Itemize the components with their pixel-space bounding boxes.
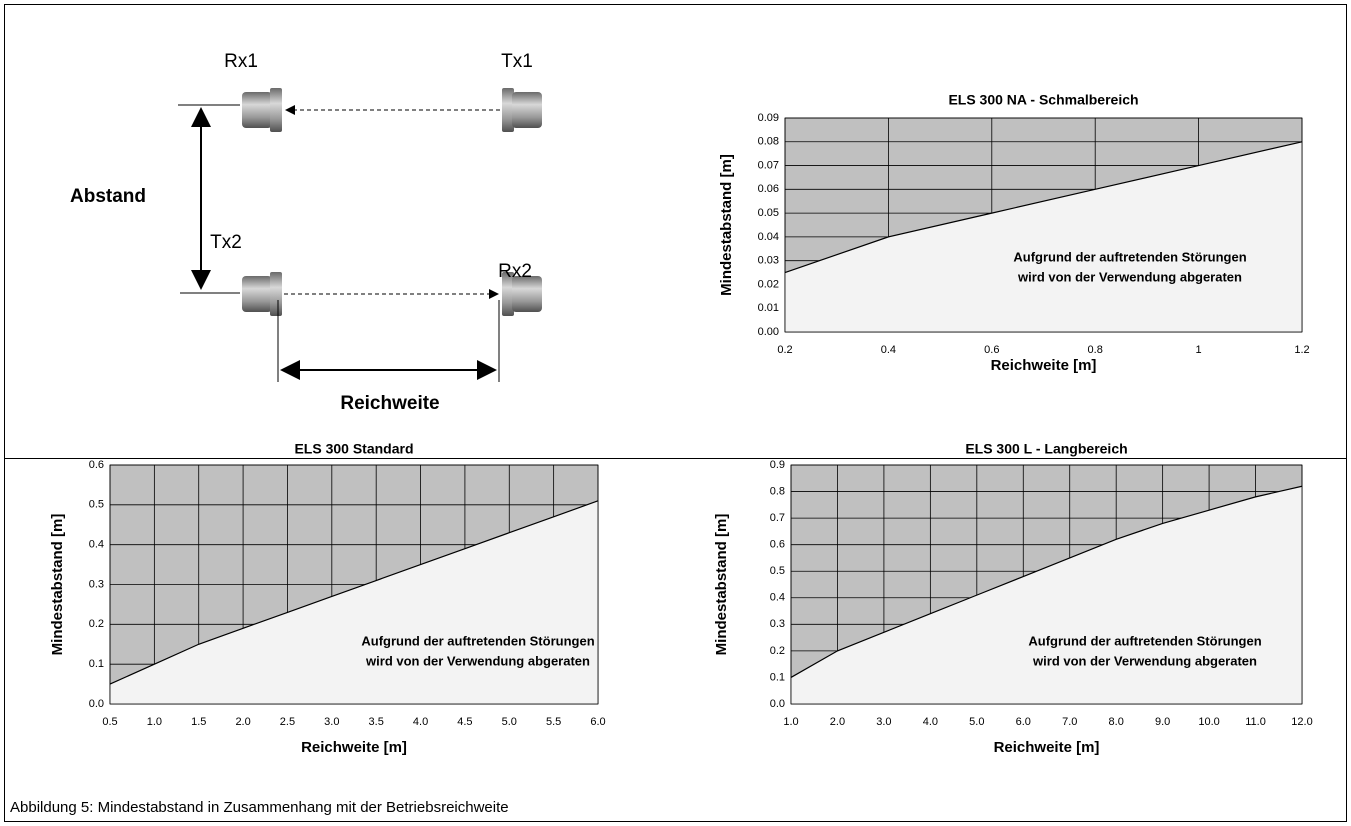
- x-tick-label: 4.0: [413, 716, 428, 728]
- x-tick-label: 12.0: [1291, 716, 1312, 728]
- y-tick-label: 0.01: [758, 302, 779, 314]
- annotation: Aufgrund der auftretenden Störungen: [1028, 633, 1261, 648]
- y-tick-label: 0.7: [770, 512, 785, 524]
- chart: 0.0 0.1 0.2 0.3 0.4 0.5 0.6 0.7 0.8 0.9 1.0 2.0 3.0 4…: [713, 441, 1313, 756]
- x-tick-label: 0.4: [881, 344, 896, 356]
- y-tick-label: 0.09: [758, 112, 779, 124]
- y-tick-label: 0.00: [758, 326, 779, 338]
- x-tick-label: 6.0: [590, 716, 605, 728]
- diagram: Rx1 Tx1 Tx2 Rx2 Abstand Reichweite: [70, 51, 542, 414]
- sensor: [270, 272, 282, 316]
- y-tick-label: 0.04: [758, 231, 779, 243]
- x-tick-label: 5.5: [546, 716, 561, 728]
- label: Tx2: [210, 232, 242, 253]
- label: Reichweite: [340, 393, 439, 414]
- chart-title: ELS 300 NA - Schmalbereich: [948, 92, 1138, 108]
- y-tick-label: 0.5: [770, 565, 785, 577]
- x-tick-label: 0.8: [1088, 344, 1103, 356]
- label: Rx2: [498, 261, 532, 282]
- y-tick-label: 0.9: [770, 459, 785, 471]
- x-tick-label: 5.0: [969, 716, 984, 728]
- x-tick-label: 4.0: [923, 716, 938, 728]
- y-tick-label: 0.08: [758, 136, 779, 148]
- annotation: wird von der Verwendung abgeraten: [1032, 653, 1257, 668]
- chart-title: ELS 300 L - Langbereich: [965, 441, 1127, 457]
- x-tick-label: 10.0: [1198, 716, 1219, 728]
- x-tick-label: 3.0: [324, 716, 339, 728]
- x-tick-label: 7.0: [1062, 716, 1077, 728]
- y-tick-label: 0.1: [770, 671, 785, 683]
- x-axis-label: Reichweite [m]: [991, 357, 1097, 374]
- sensor: [242, 92, 272, 128]
- figure: Rx1 Tx1 Tx2 Rx2 Abstand Reichweite Abbil…: [0, 0, 1351, 826]
- x-tick-label: 2.0: [235, 716, 250, 728]
- sensor: [270, 88, 282, 132]
- label: Abstand: [70, 186, 146, 207]
- x-tick-label: 8.0: [1109, 716, 1124, 728]
- y-tick-label: 0.0: [89, 698, 104, 710]
- y-tick-label: 0.06: [758, 183, 779, 195]
- x-tick-label: 9.0: [1155, 716, 1170, 728]
- x-tick-label: 1.0: [783, 716, 798, 728]
- y-tick-label: 0.3: [89, 578, 104, 590]
- x-tick-label: 1: [1196, 344, 1202, 356]
- x-tick-label: 2.5: [280, 716, 295, 728]
- y-tick-label: 0.02: [758, 278, 779, 290]
- x-tick-label: 3.5: [369, 716, 384, 728]
- y-tick-label: 0.4: [89, 539, 104, 551]
- sensor: [242, 276, 272, 312]
- chart-title: ELS 300 Standard: [294, 441, 413, 457]
- x-tick-label: 5.0: [502, 716, 517, 728]
- x-tick-label: 4.5: [457, 716, 472, 728]
- y-tick-label: 0.2: [89, 618, 104, 630]
- x-axis-label: Reichweite [m]: [994, 739, 1100, 756]
- x-tick-label: 0.6: [984, 344, 999, 356]
- x-tick-label: 0.2: [777, 344, 792, 356]
- y-tick-label: 0.3: [770, 618, 785, 630]
- y-tick-label: 0.03: [758, 255, 779, 267]
- y-tick-label: 0.05: [758, 207, 779, 219]
- x-tick-label: 3.0: [876, 716, 891, 728]
- x-tick-label: 1.0: [147, 716, 162, 728]
- y-tick-label: 0.4: [770, 592, 785, 604]
- y-axis-label: Mindestabstand [m]: [718, 154, 735, 296]
- sensor: [512, 92, 542, 128]
- annotation: Aufgrund der auftretenden Störungen: [1013, 249, 1246, 264]
- x-tick-label: 0.5: [102, 716, 117, 728]
- y-tick-label: 0.8: [770, 485, 785, 497]
- y-tick-label: 0.0: [770, 698, 785, 710]
- label: Rx1: [224, 51, 258, 72]
- y-tick-label: 0.6: [770, 539, 785, 551]
- y-tick-label: 0.07: [758, 159, 779, 171]
- x-tick-label: 1.2: [1294, 344, 1309, 356]
- y-tick-label: 0.2: [770, 645, 785, 657]
- y-tick-label: 0.5: [89, 499, 104, 511]
- annotation: wird von der Verwendung abgeraten: [1017, 269, 1242, 284]
- x-tick-label: 1.5: [191, 716, 206, 728]
- x-tick-label: 6.0: [1016, 716, 1031, 728]
- label: Tx1: [501, 51, 533, 72]
- chart: 0.0 0.1 0.2 0.3 0.4 0.5 0.6 0.5 1.0 1.5 2.0 2.5 3.0 3…: [49, 441, 606, 756]
- chart: 0.00 0.01 0.02 0.03 0.04 0.05 0.06 0.07 0.08 0.09…: [718, 92, 1310, 374]
- annotation: wird von der Verwendung abgeraten: [365, 653, 590, 668]
- annotation: Aufgrund der auftretenden Störungen: [361, 633, 594, 648]
- x-tick-label: 11.0: [1245, 716, 1266, 728]
- y-tick-label: 0.1: [89, 658, 104, 670]
- y-axis-label: Mindestabstand [m]: [713, 514, 730, 656]
- y-axis-label: Mindestabstand [m]: [49, 514, 66, 656]
- caption: Abbildung 5: Mindestabstand in Zusammenh…: [10, 799, 509, 816]
- x-axis-label: Reichweite [m]: [301, 739, 407, 756]
- x-tick-label: 2.0: [830, 716, 845, 728]
- y-tick-label: 0.6: [89, 459, 104, 471]
